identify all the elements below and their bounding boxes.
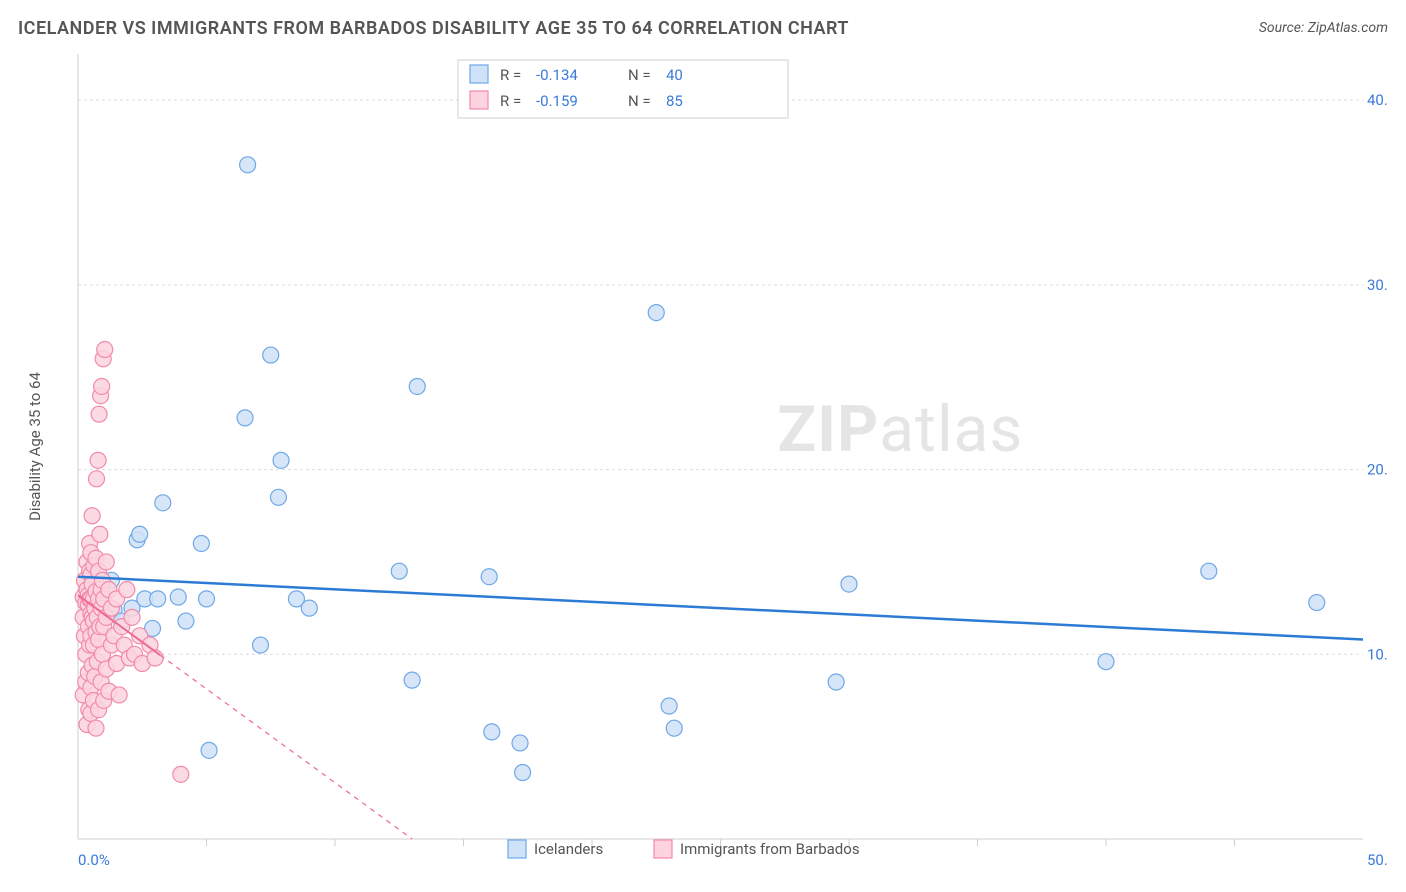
data-point xyxy=(90,452,106,468)
legend-swatch xyxy=(654,840,672,858)
regression-line-dashed xyxy=(160,655,412,839)
data-point xyxy=(391,563,407,579)
legend-series-label: Immigrants from Barbados xyxy=(680,840,860,858)
data-point xyxy=(119,582,135,598)
data-point xyxy=(1201,563,1217,579)
data-point xyxy=(666,720,682,736)
data-point xyxy=(301,600,317,616)
y-tick-label: 20.0% xyxy=(1367,461,1388,479)
data-point xyxy=(263,347,279,363)
data-point xyxy=(155,495,171,511)
legend-n-value: 40 xyxy=(666,66,683,84)
data-point xyxy=(124,609,140,625)
legend-series-label: Icelanders xyxy=(534,840,603,858)
legend-r-value: -0.134 xyxy=(536,66,578,84)
data-point xyxy=(150,591,166,607)
legend-swatch xyxy=(470,65,488,83)
data-point xyxy=(404,672,420,688)
data-point xyxy=(1098,654,1114,670)
legend-n-label: N = xyxy=(628,66,651,84)
data-point xyxy=(94,378,110,394)
data-point xyxy=(828,674,844,690)
data-point xyxy=(132,526,148,542)
data-point xyxy=(270,489,286,505)
legend-swatch xyxy=(470,91,488,109)
y-tick-label: 30.0% xyxy=(1367,276,1388,294)
source-credit: Source: ZipAtlas.com xyxy=(1259,20,1388,36)
legend-n-value: 85 xyxy=(666,92,683,110)
data-point xyxy=(484,724,500,740)
correlation-chart: 10.0% 20.0% 30.0% 40.0% ZIPatlas Disability A… xyxy=(18,54,1388,874)
legend-r-label: R = xyxy=(500,92,521,110)
watermark: ZIPatlas xyxy=(777,392,1023,467)
data-point xyxy=(237,410,253,426)
y-tick-label: 10.0% xyxy=(1367,645,1388,663)
x-max-label: 50.0% xyxy=(1367,851,1388,869)
legend-n-label: N = xyxy=(628,92,651,110)
data-point xyxy=(88,720,104,736)
data-point xyxy=(193,535,209,551)
regression-line xyxy=(78,577,1363,640)
data-point xyxy=(409,378,425,394)
y-axis-label: Disability Age 35 to 64 xyxy=(26,372,44,521)
data-point xyxy=(98,554,114,570)
data-point xyxy=(252,637,268,653)
legend-swatch xyxy=(508,840,526,858)
data-point xyxy=(201,742,217,758)
page-title: ICELANDER VS IMMIGRANTS FROM BARBADOS DI… xyxy=(18,18,849,39)
data-point xyxy=(273,452,289,468)
data-point xyxy=(841,576,857,592)
data-point xyxy=(84,508,100,524)
data-point xyxy=(173,766,189,782)
data-point xyxy=(481,569,497,585)
data-point xyxy=(661,698,677,714)
x-min-label: 0.0% xyxy=(78,851,110,869)
data-point xyxy=(111,687,127,703)
y-tick-label: 40.0% xyxy=(1367,91,1388,109)
data-point xyxy=(97,342,113,358)
data-point xyxy=(92,526,108,542)
data-point xyxy=(199,591,215,607)
data-point xyxy=(1309,595,1325,611)
data-point xyxy=(170,589,186,605)
data-point xyxy=(178,613,194,629)
data-point xyxy=(240,157,256,173)
data-point xyxy=(89,471,105,487)
data-point xyxy=(515,765,531,781)
data-point xyxy=(91,406,107,422)
legend-r-value: -0.159 xyxy=(536,92,578,110)
legend-r-label: R = xyxy=(500,66,521,84)
data-point xyxy=(648,305,664,321)
data-point xyxy=(512,735,528,751)
